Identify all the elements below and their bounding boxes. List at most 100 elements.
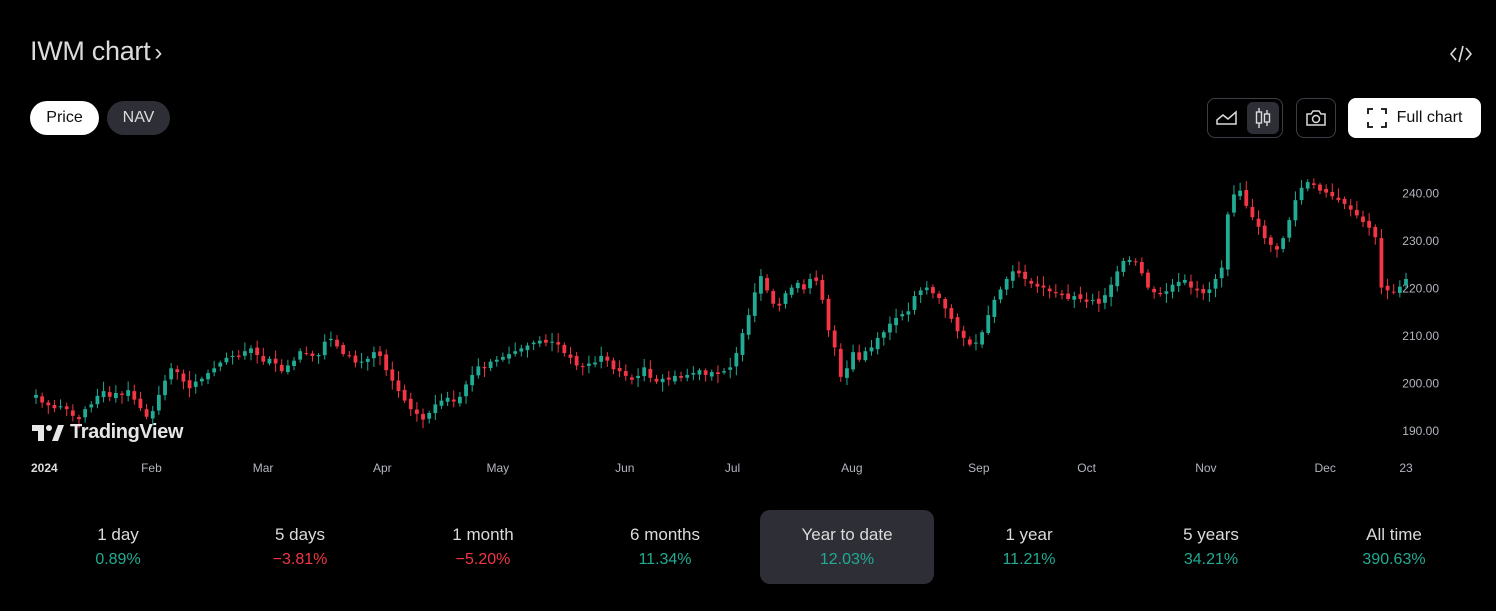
candle bbox=[1207, 281, 1212, 302]
candle-body bbox=[212, 368, 217, 373]
candle-body bbox=[980, 332, 984, 345]
candle-body bbox=[224, 357, 229, 363]
candle bbox=[95, 388, 100, 409]
candle bbox=[421, 408, 425, 429]
candle bbox=[580, 363, 585, 376]
candle-body bbox=[937, 293, 941, 298]
candle bbox=[1324, 184, 1329, 198]
candle-body bbox=[881, 332, 886, 338]
candle-body bbox=[451, 399, 456, 402]
candle bbox=[384, 349, 389, 376]
candle bbox=[1170, 278, 1175, 299]
candle bbox=[470, 366, 475, 392]
candle bbox=[236, 350, 241, 360]
candle-body bbox=[1293, 200, 1298, 221]
candle bbox=[1139, 257, 1144, 276]
candle bbox=[414, 401, 419, 422]
period-change: 11.21% bbox=[1002, 551, 1056, 568]
period-all-time[interactable]: All time 390.63% bbox=[1307, 510, 1481, 584]
tradingview-watermark: TradingView bbox=[32, 421, 183, 444]
candle-body bbox=[513, 351, 518, 354]
candle bbox=[1318, 182, 1322, 195]
nav-toggle[interactable]: NAV bbox=[107, 101, 170, 135]
candle-body bbox=[267, 358, 272, 364]
candle-body bbox=[918, 290, 923, 295]
candle-body bbox=[163, 380, 167, 396]
candle bbox=[445, 391, 450, 407]
candle bbox=[255, 340, 260, 364]
candle-body bbox=[390, 369, 395, 381]
embed-code-button[interactable] bbox=[1446, 40, 1476, 68]
candle-body bbox=[70, 410, 75, 416]
candle bbox=[1078, 286, 1083, 303]
chart-title[interactable]: IWM chart › bbox=[30, 36, 162, 67]
candle bbox=[1232, 185, 1236, 217]
period-6-months[interactable]: 6 months 11.34% bbox=[578, 510, 752, 584]
candle bbox=[144, 403, 149, 420]
candle bbox=[433, 394, 438, 420]
period-change: −5.20% bbox=[455, 551, 511, 568]
period-1-day[interactable]: 1 day 0.89% bbox=[31, 510, 205, 584]
period-1-year[interactable]: 1 year 11.21% bbox=[942, 510, 1116, 584]
candle bbox=[605, 352, 610, 367]
candle-body bbox=[507, 354, 511, 359]
candle-body bbox=[611, 360, 616, 370]
candle-body bbox=[113, 393, 118, 399]
area-chart-button[interactable] bbox=[1211, 102, 1243, 134]
full-chart-button[interactable]: Full chart bbox=[1348, 98, 1481, 138]
candle-body bbox=[482, 366, 487, 369]
period-year-to-date[interactable]: Year to date 12.03% bbox=[760, 510, 934, 584]
candle-body bbox=[568, 354, 573, 358]
candle-body bbox=[900, 314, 905, 317]
candle bbox=[1391, 283, 1396, 295]
candle-body bbox=[1342, 198, 1347, 204]
candle bbox=[101, 381, 106, 403]
candle bbox=[544, 334, 548, 347]
candle bbox=[371, 346, 376, 367]
candle bbox=[912, 291, 917, 315]
candle bbox=[163, 374, 167, 401]
candle-body bbox=[378, 351, 382, 356]
candle bbox=[1354, 201, 1359, 219]
period-5-days[interactable]: 5 days −3.81% bbox=[213, 510, 387, 584]
period-1-month[interactable]: 1 month −5.20% bbox=[396, 510, 570, 584]
candle bbox=[439, 393, 444, 409]
candle-body bbox=[218, 362, 223, 367]
candle-body bbox=[1385, 285, 1390, 291]
snapshot-button[interactable] bbox=[1296, 98, 1336, 138]
candle bbox=[488, 359, 493, 372]
candle bbox=[138, 391, 143, 412]
candle bbox=[1189, 274, 1193, 295]
candle-body bbox=[1330, 191, 1335, 197]
candle-body bbox=[544, 339, 548, 343]
candle-body bbox=[1164, 291, 1169, 294]
candle bbox=[224, 352, 229, 365]
x-tick-label: Dec bbox=[1315, 461, 1336, 475]
candle-body bbox=[1244, 190, 1249, 206]
candle-body bbox=[77, 417, 81, 420]
candle-body bbox=[132, 391, 137, 400]
candle-body bbox=[1121, 260, 1126, 272]
price-toggle[interactable]: Price bbox=[30, 101, 99, 135]
candle bbox=[709, 369, 714, 381]
candle-body bbox=[912, 296, 917, 310]
candle bbox=[1287, 217, 1292, 242]
x-tick-label: Nov bbox=[1195, 461, 1216, 475]
candle bbox=[402, 384, 407, 404]
candle bbox=[1250, 198, 1255, 221]
candle bbox=[961, 325, 966, 347]
candle-body bbox=[679, 375, 683, 378]
price-chart[interactable]: 190.00 200.00 210.00 220.00 230.00 240.00 2024… bbox=[0, 150, 1496, 490]
candle bbox=[427, 410, 432, 424]
candlestick-chart-button[interactable] bbox=[1247, 102, 1279, 134]
candle bbox=[734, 346, 739, 376]
candle bbox=[1017, 261, 1021, 278]
candle bbox=[70, 404, 75, 422]
candle-body bbox=[34, 394, 38, 398]
period-5-years[interactable]: 5 years 34.21% bbox=[1124, 510, 1298, 584]
candle-body bbox=[187, 380, 192, 389]
chart-title-text: IWM chart bbox=[30, 36, 151, 66]
candle bbox=[1373, 224, 1378, 245]
candle bbox=[507, 346, 511, 364]
candle bbox=[771, 288, 776, 308]
